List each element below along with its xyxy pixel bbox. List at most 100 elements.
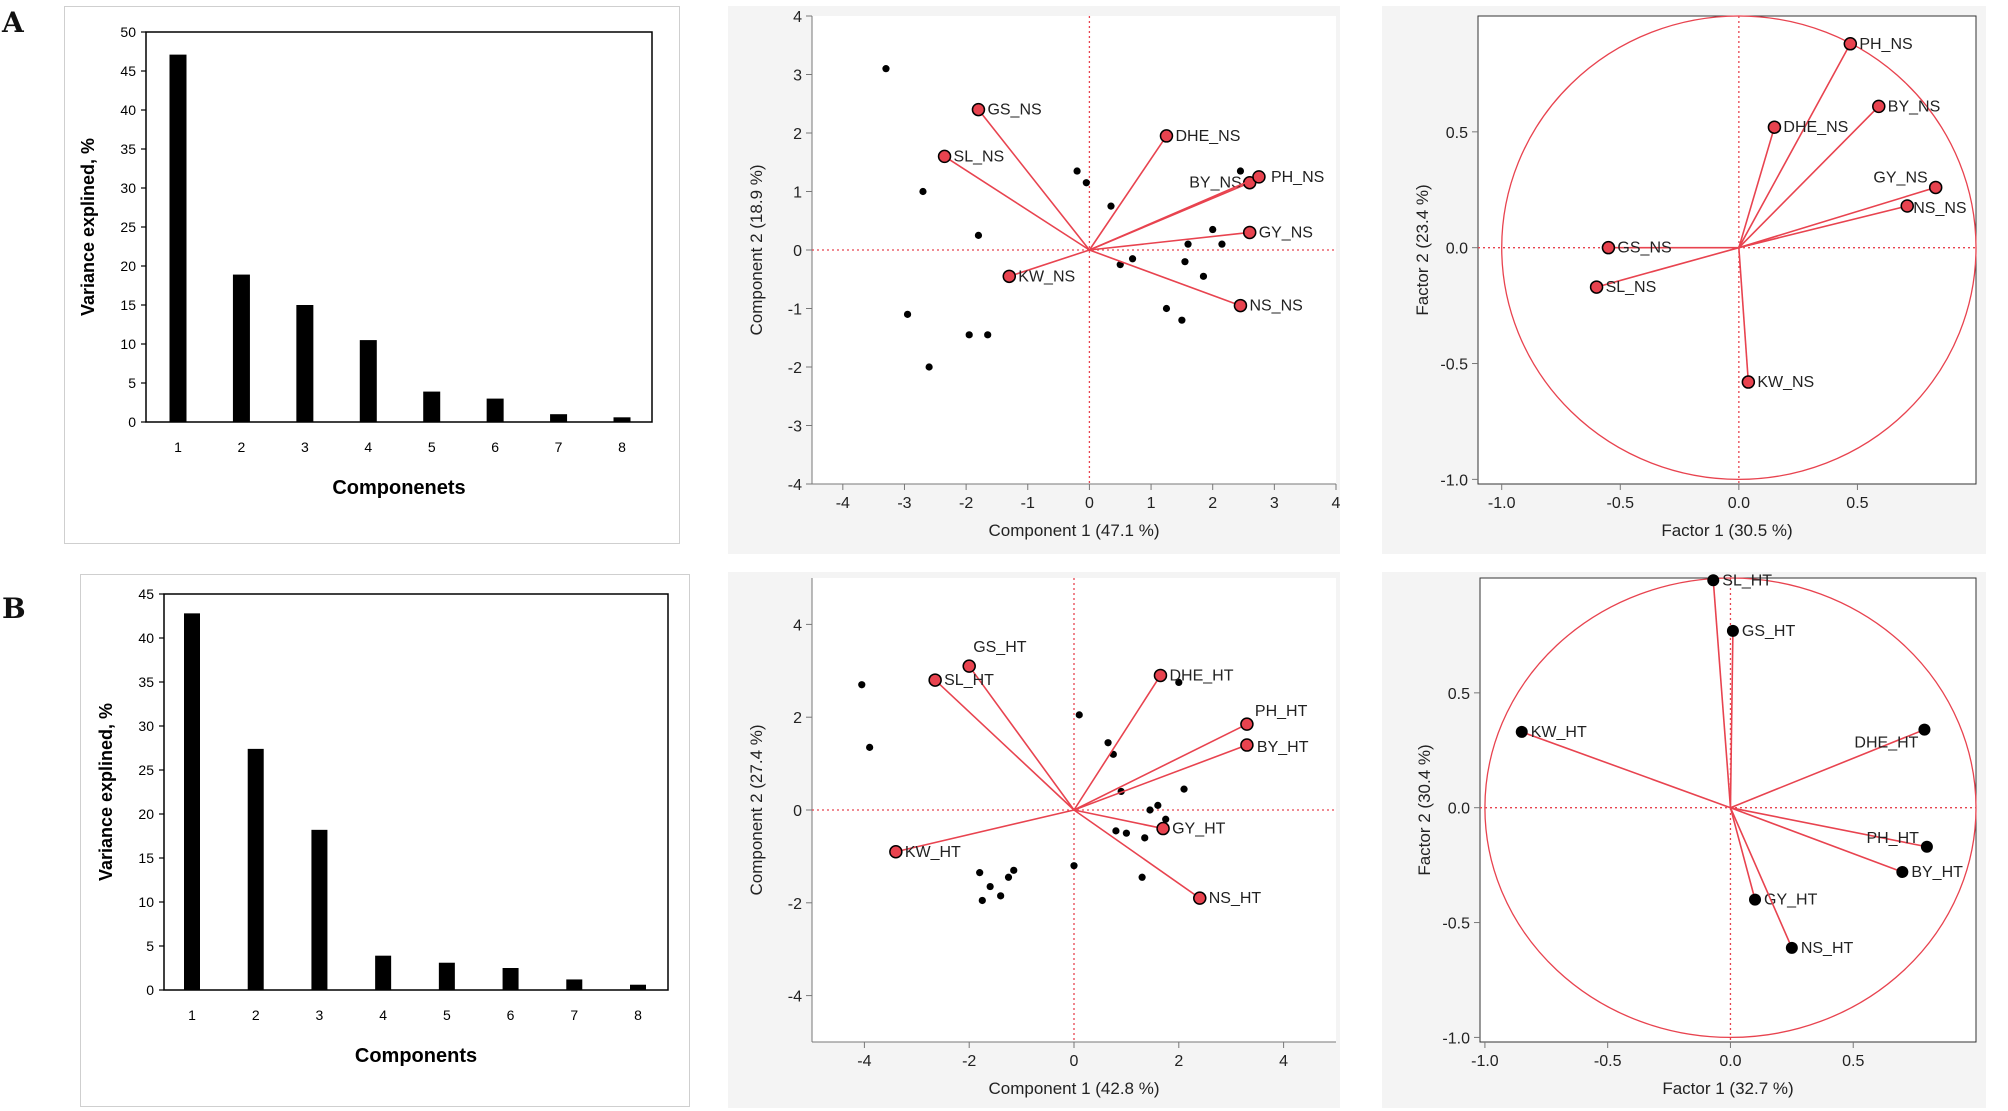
plot-area-frame xyxy=(163,593,669,991)
observation-point xyxy=(1162,304,1171,313)
vector-endpoint xyxy=(1589,280,1604,294)
vector-endpoint xyxy=(1252,170,1266,184)
loading-vector xyxy=(1521,731,1731,809)
vector-endpoint xyxy=(1153,668,1168,683)
y-tick-label: 5 xyxy=(128,375,136,391)
loading-vector xyxy=(1073,723,1248,811)
x-tick-label: 3 xyxy=(316,1007,324,1023)
bar xyxy=(502,968,519,990)
vector-endpoint xyxy=(1193,891,1207,905)
vector-label: GY_HT xyxy=(1172,821,1226,838)
y-tick-label: 15 xyxy=(138,850,154,866)
y-tick-label: 10 xyxy=(120,336,136,352)
vector-endpoint xyxy=(1749,893,1762,906)
x-tick-label: 1 xyxy=(188,1007,196,1023)
observation-point xyxy=(965,331,973,339)
y-tick-label: 10 xyxy=(138,894,154,910)
x-tick-label: 1 xyxy=(174,439,182,455)
vector-endpoint xyxy=(1843,37,1858,51)
observation-point xyxy=(1162,815,1170,823)
vector-label: KW_HT xyxy=(1531,724,1587,741)
x-tick-label: 0 xyxy=(1085,495,1094,512)
y-tick-label: -2 xyxy=(788,360,802,377)
observation-point xyxy=(1004,873,1013,881)
vector-endpoint xyxy=(1896,866,1909,879)
y-tick-label: 0.5 xyxy=(1446,125,1468,142)
loading-vector xyxy=(1729,807,1756,900)
y-tick-label: 0 xyxy=(146,982,154,998)
observation-point xyxy=(903,310,912,318)
x-tick-label: 0.0 xyxy=(1719,1053,1741,1070)
vector-label: SL_NS xyxy=(954,148,1005,165)
loading-vector xyxy=(1738,247,1750,383)
loading-vector xyxy=(944,155,1090,251)
observation-point xyxy=(1218,240,1226,248)
y-tick-label: 30 xyxy=(120,180,136,196)
x-tick-label: 6 xyxy=(507,1007,515,1023)
x-tick-label: 7 xyxy=(570,1007,578,1023)
vector-label: DHE_NS xyxy=(1783,119,1848,136)
y-tick-label: 40 xyxy=(138,630,154,646)
observation-point xyxy=(1236,167,1245,175)
vector-label: SL_HT xyxy=(944,672,994,689)
y-tick-label: -1.0 xyxy=(1442,1030,1470,1047)
y-tick-label: 40 xyxy=(120,102,136,118)
bar xyxy=(566,979,583,990)
y-axis-title: Variance explined, % xyxy=(78,138,98,316)
loading-vector xyxy=(1089,231,1250,251)
observation-point xyxy=(1138,873,1146,881)
observation-point xyxy=(1104,739,1112,747)
y-tick-label: 2 xyxy=(793,126,802,143)
y-tick-label: 35 xyxy=(120,141,136,157)
x-tick-label: -0.5 xyxy=(1606,495,1634,512)
y-tick-label: -0.5 xyxy=(1442,916,1470,933)
loading-vector xyxy=(1730,728,1925,809)
vector-label: DHE_HT xyxy=(1854,735,1918,752)
vector-label: DHE_HT xyxy=(1169,667,1233,684)
x-axis-title: Component 1 (42.8 %) xyxy=(988,1079,1159,1098)
y-tick-label: 0.0 xyxy=(1448,801,1470,818)
x-tick-label: 3 xyxy=(1270,495,1279,512)
vector-label: NS_NS xyxy=(1913,200,1966,217)
loading-vector xyxy=(1088,135,1168,251)
y-tick-label: 0.5 xyxy=(1448,686,1470,703)
vector-endpoint xyxy=(937,149,952,164)
vector-label: BY_HT xyxy=(1257,739,1309,756)
plot-area xyxy=(1477,15,1977,485)
vector-label: NS_NS xyxy=(1249,298,1302,315)
loading-vector xyxy=(1073,744,1248,811)
vector-endpoint xyxy=(971,102,986,117)
y-axis-title: Component 2 (27.4 %) xyxy=(747,724,766,895)
x-tick-label: 4 xyxy=(364,439,372,455)
vector-label: BY_NS xyxy=(1888,98,1940,115)
vector-label: PH_HT xyxy=(1255,703,1308,720)
loading-vector xyxy=(1073,809,1164,830)
observation-point xyxy=(1180,785,1188,793)
vector-endpoint xyxy=(1002,269,1017,284)
loading-vector xyxy=(1729,807,1793,949)
x-tick-label: -1.0 xyxy=(1471,1053,1499,1070)
vector-label: GY_NS xyxy=(1873,169,1927,186)
y-tick-label: 20 xyxy=(120,258,136,274)
observation-point xyxy=(1154,801,1162,809)
loading-vector xyxy=(1738,205,1908,249)
y-axis-title: Factor 2 (30.4 %) xyxy=(1415,744,1434,875)
observation-point xyxy=(1178,316,1186,324)
observation-point xyxy=(1175,678,1183,686)
loading-vector xyxy=(1738,43,1852,249)
y-tick-label: 45 xyxy=(138,586,154,602)
vector-endpoint xyxy=(962,659,976,673)
bar xyxy=(613,417,631,422)
bar xyxy=(630,984,646,990)
y-tick-label: 35 xyxy=(138,674,154,690)
y-tick-label: 0 xyxy=(128,414,136,430)
observation-point xyxy=(984,331,992,339)
observation-point xyxy=(974,231,983,239)
loading-vector xyxy=(1073,675,1162,811)
vector-endpoint xyxy=(1242,225,1257,240)
loading-vector xyxy=(1738,186,1936,249)
x-axis-title: Component 1 (47.1 %) xyxy=(988,521,1159,540)
biplot-b: -4 -2 0 2 4 -4 -2 0 2 4 GS_HT SL_HT DHE_HT PH_HT BY_HT… xyxy=(747,578,1336,1098)
loading-vector xyxy=(1730,806,1928,848)
scree-frame-a xyxy=(64,6,680,544)
